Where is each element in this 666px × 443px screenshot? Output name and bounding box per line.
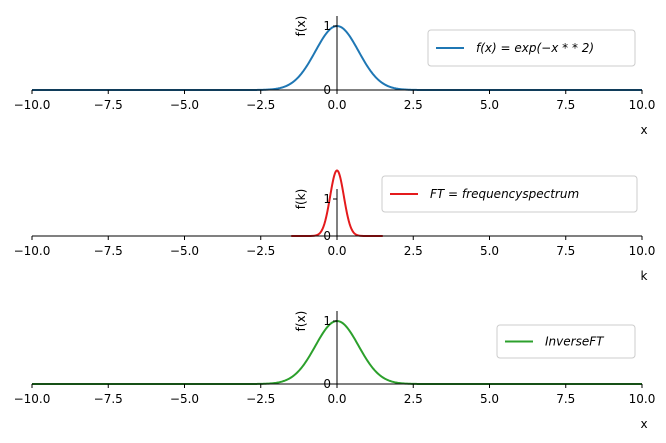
y-axis-label: f(x) [294, 16, 308, 37]
x-tick-label: 10.0 [629, 244, 656, 258]
x-tick-label: −5.0 [170, 392, 199, 406]
x-tick-label: −10.0 [14, 244, 51, 258]
x-tick-label: 10.0 [629, 98, 656, 112]
x-tick-label: 0.0 [327, 392, 346, 406]
x-tick-label: 2.5 [404, 244, 423, 258]
y-axis-label: f(k) [294, 189, 308, 210]
subplot-3: −10.0 −7.5 −5.0 −2.5 0.0 2.5 5.0 7.5 10.0 0 1 x f(x)… [14, 311, 656, 431]
subplot-2: −10.0 −7.5 −5.0 −2.5 0.0 2.5 5.0 7.5 10.0 0 1 k f(k)… [14, 169, 656, 283]
x-tick-label: −2.5 [246, 392, 275, 406]
x-tick-label: −7.5 [94, 98, 123, 112]
x-tick-label: −5.0 [170, 244, 199, 258]
x-tick-label: −5.0 [170, 98, 199, 112]
legend: InverseFT [496, 324, 636, 359]
x-tick-label: 7.5 [556, 98, 575, 112]
y-tick-label: 0 [323, 229, 331, 243]
x-axis-label: x [640, 123, 647, 137]
legend: f(x) = exp(−x * * 2) [427, 29, 636, 67]
x-tick-label: −10.0 [14, 392, 51, 406]
subplot-1: −10.0 −7.5 −5.0 −2.5 0.0 2.5 5.0 7.5 10.0 0 1 x f(x)… [14, 16, 656, 137]
x-axis-label: x [640, 417, 647, 431]
y-tick-label: 1 [323, 314, 331, 328]
x-tick-label: 7.5 [556, 392, 575, 406]
x-axis-label: k [641, 269, 648, 283]
legend-label: InverseFT [545, 335, 605, 349]
x-tick-label: −10.0 [14, 98, 51, 112]
x-tick-label: 7.5 [556, 244, 575, 258]
legend-box [427, 29, 636, 67]
x-tick-label: 5.0 [480, 392, 499, 406]
x-tick-label: 5.0 [480, 244, 499, 258]
y-tick-label: 1 [323, 192, 331, 206]
legend-box [496, 324, 636, 359]
x-tick-label: 2.5 [404, 392, 423, 406]
x-tick-label: 10.0 [629, 392, 656, 406]
legend-label: f(x) = exp(−x * * 2) [476, 41, 594, 55]
legend-label: FT = frequencyspectrum [430, 187, 579, 201]
x-tick-label: −2.5 [246, 98, 275, 112]
x-tick-label: 0.0 [327, 98, 346, 112]
x-tick-label: 5.0 [480, 98, 499, 112]
x-tick-label: −2.5 [246, 244, 275, 258]
x-tick-label: 2.5 [404, 98, 423, 112]
legend: FT = frequencyspectrum [381, 175, 638, 213]
y-axis-label: f(x) [294, 311, 308, 332]
x-tick-label: 0.0 [327, 244, 346, 258]
x-tick-label: −7.5 [94, 244, 123, 258]
y-tick-label: 1 [323, 19, 331, 33]
legend-box [381, 175, 638, 213]
y-tick-label: 0 [323, 83, 331, 97]
y-tick-label: 0 [323, 377, 331, 391]
x-tick-label: −7.5 [94, 392, 123, 406]
